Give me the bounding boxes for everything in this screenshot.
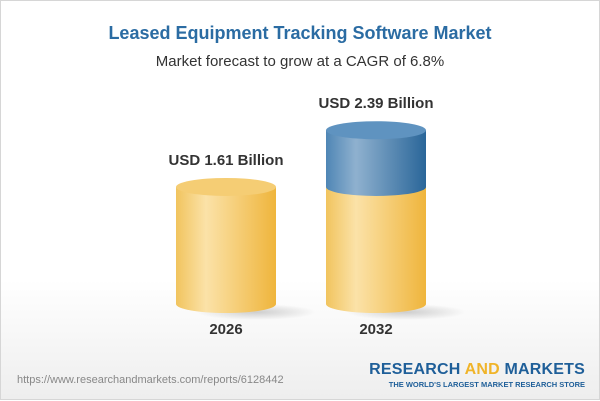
research-and-markets-logo: RESEARCH AND MARKETS THE WORLD'S LARGEST… bbox=[369, 361, 585, 389]
data-label: USD 2.39 Billion bbox=[318, 95, 433, 112]
chart-subtitle: Market forecast to grow at a CAGR of 6.8… bbox=[155, 53, 445, 70]
chart-title: Leased Equipment Tracking Software Marke… bbox=[108, 23, 492, 43]
source-url[interactable]: https://www.researchandmarkets.com/repor… bbox=[17, 374, 284, 386]
data-label: USD 1.61 Billion bbox=[168, 152, 283, 169]
category-label: 2032 bbox=[359, 321, 392, 338]
cylinder-2032-base-body bbox=[326, 186, 426, 313]
category-label: 2026 bbox=[209, 321, 242, 338]
cylinder-2026-top bbox=[176, 177, 276, 196]
cylinder-2026-body bbox=[176, 186, 276, 313]
cylinder-2032-growth-top bbox=[326, 121, 426, 140]
cylinder-2032-growth-body bbox=[326, 130, 426, 196]
